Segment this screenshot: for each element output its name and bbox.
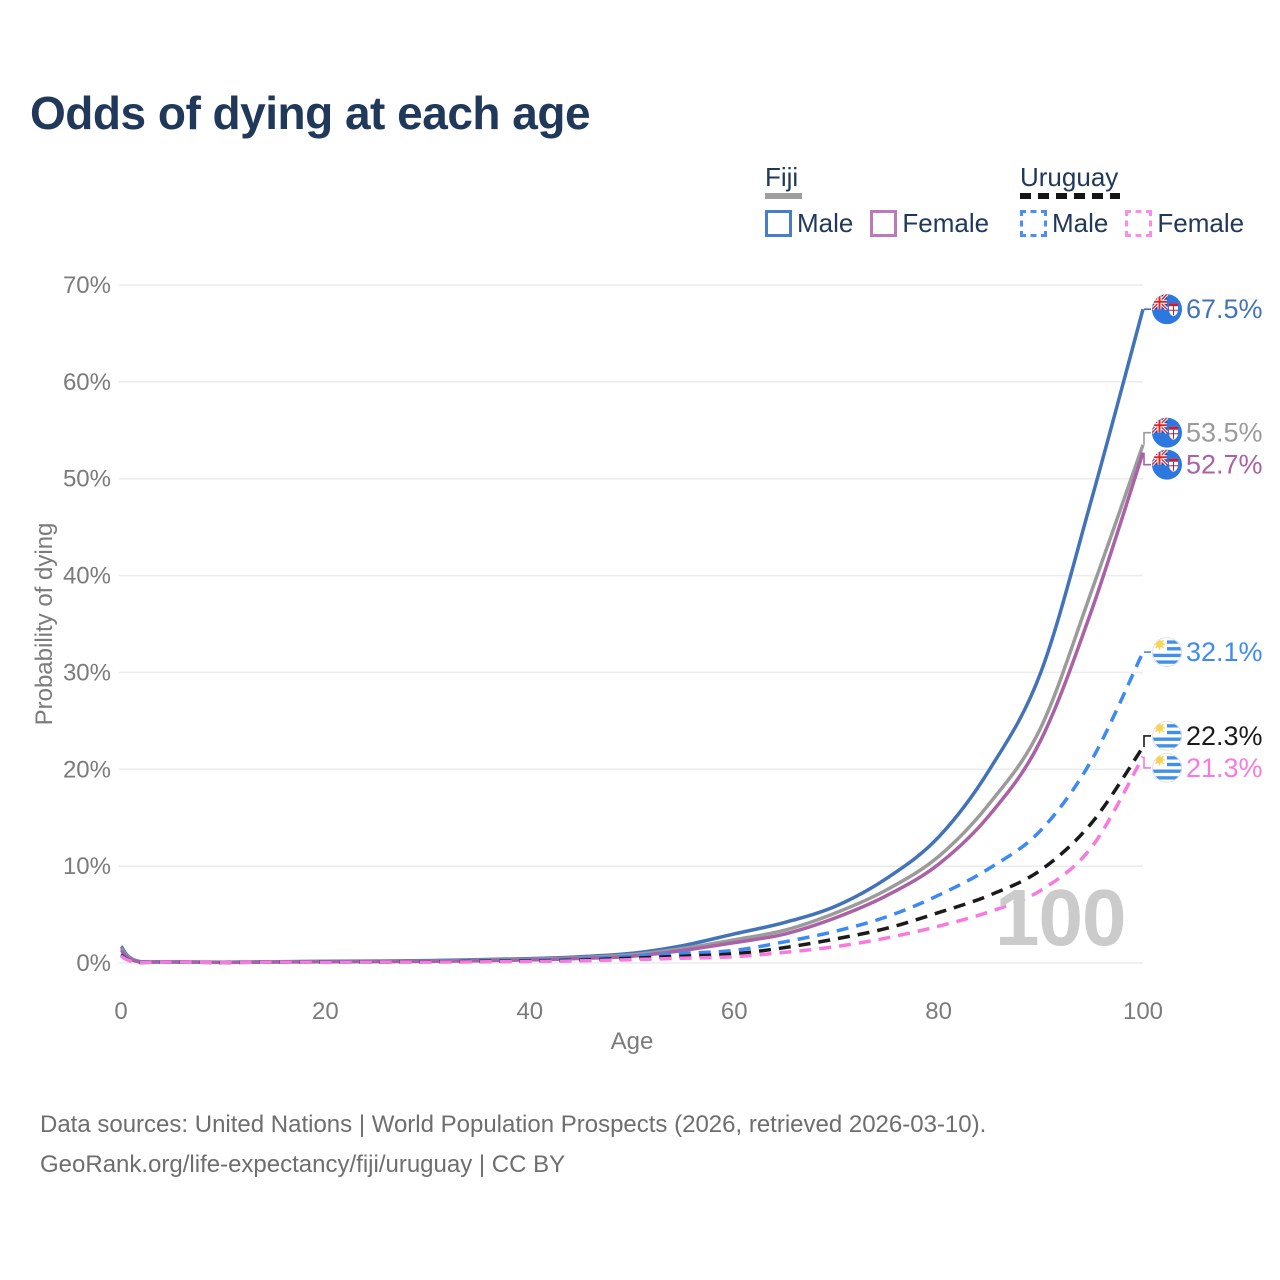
series-line-uruguay-female[interactable] — [120, 755, 1145, 965]
fiji-female-swatch-icon — [870, 210, 898, 237]
fiji-male-swatch-icon — [765, 210, 792, 237]
end-label-value: 52.7% — [1186, 450, 1263, 480]
y-tick-label: 50% — [63, 466, 111, 493]
x-axis-title: Age — [611, 1028, 654, 1055]
legend-item-label: Female — [902, 208, 990, 238]
end-label-fiji: 53.5% — [1143, 417, 1263, 448]
x-tick-label: 60 — [721, 998, 748, 1025]
fiji-line-style-sample — [765, 193, 802, 199]
legend-group-fiji: Fiji Male Female — [765, 163, 1006, 239]
legend-item-uruguay-female[interactable]: Female — [1125, 208, 1244, 239]
end-label-value: 67.5% — [1186, 294, 1263, 324]
fiji-flag-icon — [1152, 294, 1182, 325]
series-line-uruguay[interactable] — [120, 746, 1145, 965]
legend-item-fiji-female[interactable]: Female — [870, 208, 989, 239]
legend-header-fiji[interactable]: Fiji — [765, 162, 799, 192]
series-line-fiji-male[interactable] — [119, 308, 1145, 964]
fiji-flag-icon — [1152, 449, 1182, 480]
end-label-connector — [1143, 735, 1151, 747]
x-tick-label: 100 — [1123, 998, 1163, 1025]
end-label-uruguay: 22.3% — [1143, 720, 1263, 751]
end-label-fiji-male: 67.5% — [1144, 294, 1263, 325]
uruguay-female-swatch-icon — [1125, 210, 1153, 237]
y-axis-title: Probability of dying — [31, 523, 58, 726]
x-tick-label: 40 — [516, 998, 543, 1025]
hover-age-watermark: 100 — [995, 873, 1126, 962]
legend-group-uruguay: Uruguay Male Female — [1020, 163, 1261, 239]
legend: Fiji Male Female Uruguay Male Female — [0, 163, 1280, 243]
legend-item-label: Female — [1157, 208, 1245, 238]
x-tick-label: 0 — [114, 998, 127, 1025]
legend-item-label: Male — [1052, 208, 1109, 238]
footer: Data sources: United Nations | World Pop… — [40, 1105, 986, 1185]
fiji-flag-icon — [1152, 417, 1182, 448]
footer-attribution: GeoRank.org/life-expectancy/fiji/uruguay… — [40, 1151, 566, 1178]
legend-item-fiji-male[interactable]: Male — [765, 208, 853, 239]
series-line-uruguay-male[interactable] — [120, 651, 1145, 965]
y-tick-label: 70% — [63, 272, 111, 299]
uruguay-flag-icon — [1152, 637, 1182, 668]
y-tick-label: 60% — [63, 369, 111, 396]
x-tick-label: 80 — [925, 998, 952, 1025]
gridlines: 0% 10% 20% 30% 40% 50% 60% 70% — [63, 272, 1143, 977]
end-label-uruguay-female: 21.3% — [1143, 752, 1263, 783]
end-labels: 67.5% 53.5%52.7% 32.1% 22.3%21.3% — [1143, 294, 1263, 783]
axes: 0 20 40 60 80 100 Age Probability of dying — [31, 523, 1163, 1055]
x-tick-label: 20 — [312, 998, 339, 1025]
legend-item-uruguay-male[interactable]: Male — [1020, 208, 1108, 239]
end-label-connector — [1143, 756, 1151, 769]
end-label-value: 21.3% — [1186, 753, 1263, 783]
end-label-value: 22.3% — [1186, 721, 1263, 751]
y-tick-label: 30% — [63, 659, 111, 686]
end-label-value: 32.1% — [1186, 637, 1263, 667]
series-line-fiji-female[interactable] — [119, 452, 1145, 965]
y-tick-label: 10% — [63, 853, 111, 880]
series-line-fiji[interactable] — [119, 444, 1145, 965]
y-tick-label: 40% — [63, 563, 111, 590]
footer-data-sources: Data sources: United Nations | World Pop… — [40, 1111, 987, 1138]
uruguay-flag-icon — [1152, 752, 1182, 783]
uruguay-line-style-sample — [1020, 193, 1120, 199]
uruguay-flag-icon — [1152, 720, 1182, 751]
end-label-connector — [1143, 431, 1151, 445]
uruguay-male-swatch-icon — [1020, 210, 1047, 237]
end-label-connector — [1143, 452, 1151, 466]
end-label-uruguay-male: 32.1% — [1144, 637, 1263, 668]
line-chart: 0% 10% 20% 30% 40% 50% 60% 70% 0 20 40 60 80 100 Age Pr… — [31, 272, 1263, 1055]
y-tick-label: 20% — [63, 756, 111, 783]
series-lines — [119, 308, 1145, 965]
legend-header-uruguay[interactable]: Uruguay — [1020, 162, 1119, 192]
legend-item-label: Male — [797, 208, 854, 238]
page-title: Odds of dying at each age — [30, 87, 591, 139]
end-label-value: 53.5% — [1186, 418, 1263, 448]
y-tick-label: 0% — [76, 950, 111, 977]
end-label-fiji-female: 52.7% — [1143, 449, 1263, 480]
